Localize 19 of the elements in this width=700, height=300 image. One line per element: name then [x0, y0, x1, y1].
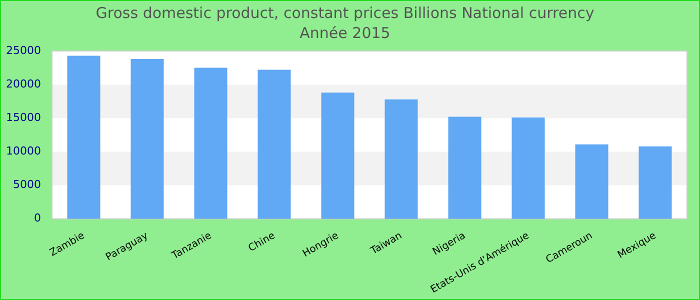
y-tick-label: 15000 — [6, 111, 41, 124]
bar — [448, 116, 482, 219]
bar — [512, 117, 545, 219]
x-tick-label: Chine — [246, 230, 278, 254]
y-tick-label: 25000 — [6, 44, 41, 57]
bar — [258, 70, 291, 219]
bar — [638, 146, 672, 219]
y-tick-label: 0 — [34, 212, 41, 225]
bar — [67, 56, 100, 219]
y-tick-label: 5000 — [12, 178, 41, 192]
chart-title: Gross domestic product, constant prices Billions National currency — [96, 4, 594, 22]
y-tick-label: 20000 — [6, 77, 41, 90]
bar — [130, 59, 164, 219]
chart-subtitle: Année 2015 — [300, 24, 390, 42]
bar — [575, 144, 608, 219]
y-tick-label: 10000 — [6, 144, 41, 158]
bar — [321, 92, 354, 219]
bar — [384, 99, 418, 219]
bar — [194, 68, 228, 219]
